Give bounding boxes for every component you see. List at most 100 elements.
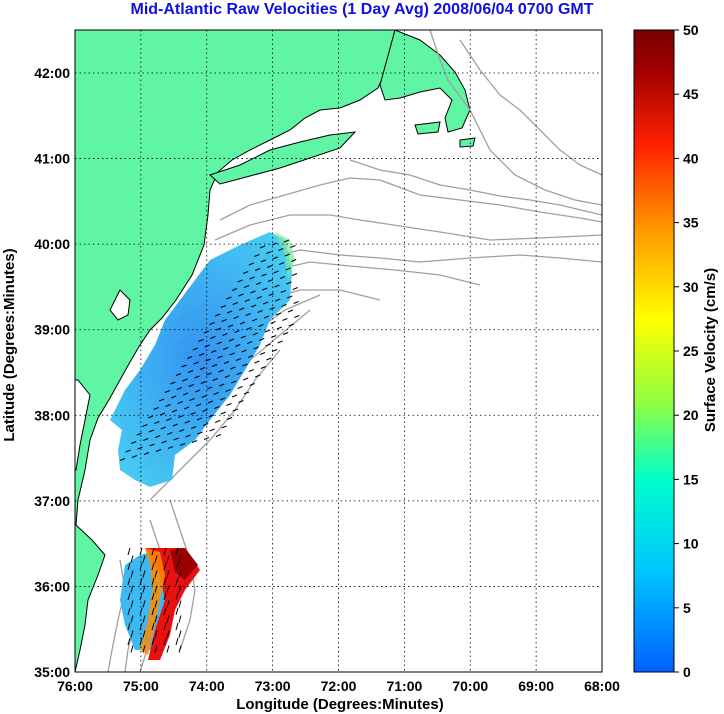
velocity-vector [267,279,274,282]
velocity-vector [235,358,242,361]
colorbar-tick-label: 15 [683,471,699,487]
velocity-vector [213,392,219,395]
velocity-vector [178,585,182,593]
velocity-field-south-dark [170,548,198,580]
velocity-vector [167,446,174,449]
velocity-vector [166,585,170,593]
velocity-vector [247,355,254,358]
velocity-vector [163,547,167,556]
velocity-vector [171,409,178,413]
velocity-vector [228,338,234,342]
colorbar [633,29,675,673]
velocity-vector [173,437,179,441]
velocity-vector [119,458,126,461]
velocity-vector [163,577,167,586]
latitude-tick-label: 35:00 [34,664,70,680]
velocity-vector [142,645,146,653]
x-axis-label: Longitude (Degrees:Minutes) [236,696,444,713]
velocity-vector [287,309,294,313]
velocity-vector [142,585,146,593]
velocity-vector [237,386,243,389]
velocity-vector [281,304,287,307]
velocity-vector [240,335,246,339]
velocity-vector [276,326,282,330]
colorbar-tick-label: 0 [683,664,691,680]
velocity-vector [127,547,131,556]
colorbar-tick-label: 45 [683,86,699,102]
velocity-vector [226,403,232,406]
longitude-tick-label: 70:00 [452,678,488,694]
velocity-vector [212,378,218,381]
velocity-vector [207,386,213,390]
latitude-tick-label: 38:00 [34,407,70,423]
velocity-vector [273,270,279,274]
velocity-vector [183,406,190,410]
velocity-vector [175,562,179,571]
velocity-vector [217,355,223,359]
velocity-vector [283,239,290,243]
velocity-vector [130,615,134,623]
velocity-vector [163,562,167,571]
velocity-vector [253,346,259,350]
velocity-vector [154,630,158,638]
velocity-vector [235,344,241,347]
colorbar-tick-label: 5 [683,600,691,616]
velocity-vector [266,357,272,361]
velocity-vector [154,570,158,578]
longitude-tick-label: 69:00 [518,678,554,694]
velocity-vector [154,555,158,563]
velocity-vector [191,440,198,443]
velocity-vector [283,332,289,335]
velocity-vector [130,585,134,593]
colorbar-tick-label: 40 [683,150,699,166]
velocity-vector [241,349,247,353]
velocity-vector [127,577,131,586]
velocity-vector [209,322,215,325]
velocity-vector [232,408,238,412]
velocity-vector [223,347,229,350]
velocity-vector [265,343,271,347]
velocity-vector [151,622,155,631]
velocity-vector [130,645,134,653]
velocity-vector [252,332,258,336]
velocity-vector [143,438,149,441]
velocity-vector [259,352,266,355]
velocity-vector [210,336,216,339]
velocity-vector [154,421,160,424]
velocity-vector [125,449,131,453]
velocity-vector [153,407,159,410]
velocity-vector [139,577,143,586]
velocity-vector [268,293,274,296]
velocity-vector [161,440,167,444]
velocity-vector [216,341,222,345]
velocity-vector [251,318,258,322]
latitude-tick-label: 36:00 [34,578,70,594]
velocity-vector [142,600,146,608]
velocity-vector [127,607,131,616]
velocity-vector [154,645,158,653]
velocity-vector [171,395,177,399]
velocity-vector [237,279,243,283]
velocity-vector [175,577,179,586]
velocity-vector [243,391,250,395]
velocity-vector [154,615,158,623]
velocity-vector [176,387,182,390]
velocity-vector [247,341,253,344]
velocity-vector [177,401,183,404]
longitude-tick-label: 75:00 [123,678,159,694]
velocity-vector [227,310,233,314]
velocity-vector [215,327,222,331]
velocity-vector [280,290,286,293]
velocity-vector [232,302,238,305]
velocity-vector [136,432,142,436]
velocity-vector [179,429,185,432]
velocity-vector [163,592,167,601]
velocity-vector [203,423,209,426]
velocity-vector [139,622,143,631]
velocity-vector [166,570,170,578]
velocity-vector [257,310,263,313]
velocity-vector [221,425,227,429]
velocity-vector [166,555,170,563]
velocity-vector [255,282,262,285]
